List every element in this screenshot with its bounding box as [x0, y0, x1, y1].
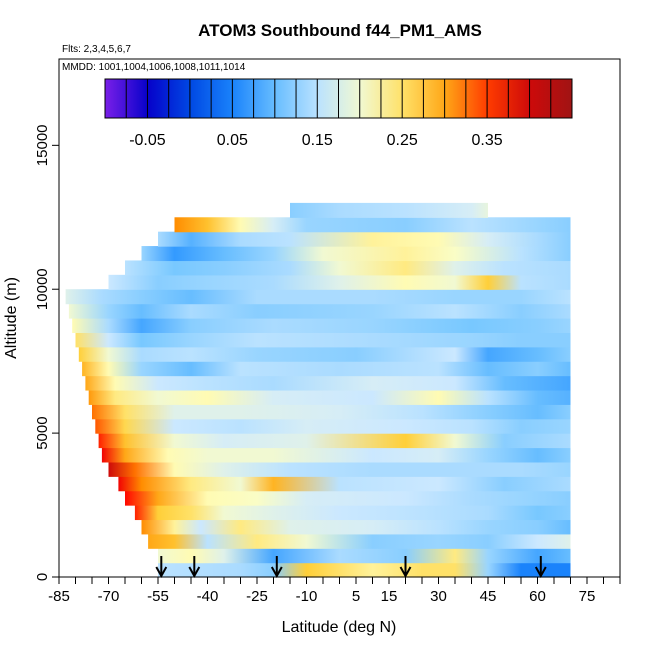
- flights-label: Flts: 2,3,4,5,6,7: [62, 44, 131, 55]
- colorbar: -0.05 0.05 0.15 0.25 0.35: [104, 78, 573, 149]
- colorbar-frame: [104, 78, 573, 119]
- heatmap-band: [65, 289, 571, 305]
- x-tick-label: -40: [197, 588, 219, 605]
- heatmap-band: [75, 332, 571, 348]
- profile-arrow: [399, 556, 412, 579]
- mmdd-label: MMDD: 1001,1004,1006,1008,1011,1014: [62, 62, 246, 73]
- y-tick-label: 10000: [34, 268, 51, 310]
- heatmap-band: [88, 389, 571, 405]
- x-tick-label: -55: [147, 588, 169, 605]
- heatmap-layer: [65, 202, 571, 578]
- heatmap-band: [290, 202, 488, 218]
- y-axis-label: Altitude (m): [3, 277, 20, 359]
- heatmap-band: [134, 505, 571, 521]
- heatmap-band: [125, 490, 571, 506]
- x-axis-label: Latitude (deg N): [282, 619, 397, 636]
- y-tick-label: 5000: [34, 416, 51, 449]
- colorbar-tick-label: 0.25: [387, 132, 418, 149]
- x-tick-label: -85: [48, 588, 70, 605]
- colorbar-tick-label: 0.35: [472, 132, 503, 149]
- chart-title: ATOM3 Southbound f44_PM1_AMS: [198, 21, 482, 40]
- colorbar-tick-label: -0.05: [129, 132, 166, 149]
- heatmap-band: [141, 246, 571, 262]
- profile-arrow: [534, 556, 547, 579]
- x-tick-label: 5: [352, 588, 360, 605]
- heatmap-band: [92, 404, 571, 420]
- heatmap-band: [78, 346, 571, 362]
- y-axis: 0 5000 10000 15000: [34, 124, 59, 581]
- heatmap-band: [72, 318, 571, 333]
- x-tick-label: 15: [381, 588, 398, 605]
- heatmap-band: [85, 375, 571, 391]
- heatmap-band: [158, 548, 571, 564]
- x-tick-label: 75: [579, 588, 596, 605]
- profile-arrow-layer: [155, 556, 547, 579]
- heatmap-band: [68, 303, 571, 319]
- heatmap-band: [108, 274, 571, 290]
- x-tick-label: 30: [430, 588, 447, 605]
- x-tick-label: -10: [296, 588, 318, 605]
- x-axis: -85 -70 -55 -40 -25 -10 5 15 30 45 60 75: [48, 577, 621, 605]
- profile-arrow: [270, 556, 283, 579]
- heatmap-band: [101, 447, 571, 463]
- heatmap-band: [158, 562, 571, 578]
- colorbar-tick-label: 0.15: [302, 132, 333, 149]
- heatmap-band: [118, 476, 571, 492]
- x-tick-label: 60: [529, 588, 546, 605]
- profile-arrow: [188, 556, 201, 579]
- heatmap-band: [141, 519, 571, 535]
- heatmap-band: [82, 361, 571, 377]
- heatmap-band: [174, 217, 571, 233]
- colorbar-tick-label: 0.05: [217, 132, 248, 149]
- profile-arrow: [155, 556, 168, 579]
- heatmap-band: [108, 461, 571, 477]
- heatmap-band: [158, 231, 571, 247]
- x-tick-label: -25: [246, 588, 268, 605]
- heatmap-band: [148, 533, 571, 549]
- heatmap-band: [125, 260, 571, 276]
- x-tick-label: -70: [98, 588, 120, 605]
- heatmap-band: [98, 433, 571, 449]
- x-tick-label: 45: [480, 588, 497, 605]
- heatmap-band: [95, 418, 571, 434]
- y-tick-label: 15000: [34, 124, 51, 166]
- y-tick-label: 0: [34, 573, 51, 581]
